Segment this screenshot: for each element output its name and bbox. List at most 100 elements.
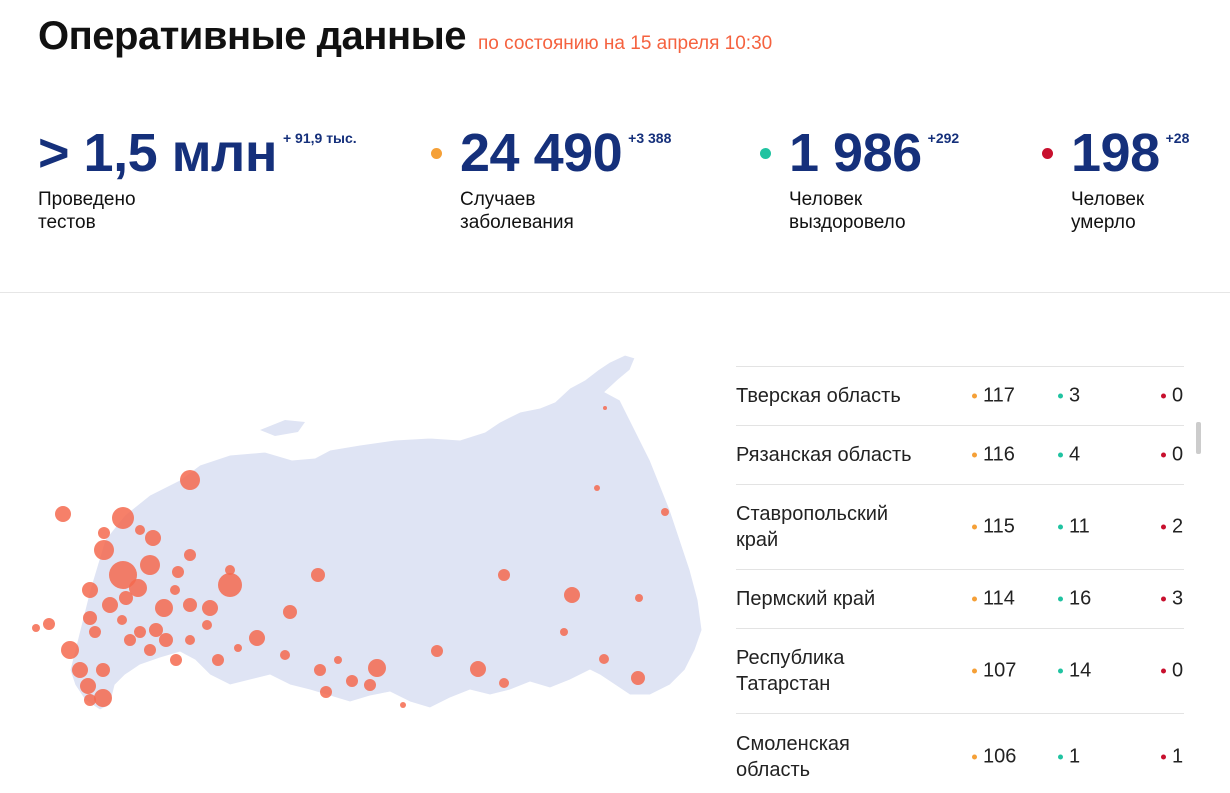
case-bubble[interactable]	[346, 675, 358, 687]
case-bubble[interactable]	[119, 591, 133, 605]
case-bubble[interactable]	[185, 635, 195, 645]
case-bubble[interactable]	[368, 659, 386, 677]
table-row[interactable]: Республика Татарстан 107 14 0	[736, 629, 1184, 714]
regions-table[interactable]: Тверская область 117 3 0 Рязанская облас…	[736, 366, 1184, 793]
case-bubble[interactable]	[218, 573, 242, 597]
cases-cell: 106	[972, 745, 1016, 768]
map-island-north	[260, 420, 305, 436]
case-bubble[interactable]	[96, 663, 110, 677]
case-bubble[interactable]	[202, 620, 212, 630]
stat-tests-delta: + 91,9 тыс.	[282, 130, 357, 146]
case-bubble[interactable]	[599, 654, 609, 664]
case-bubble[interactable]	[80, 678, 96, 694]
case-bubble[interactable]	[94, 540, 114, 560]
update-timestamp: по состоянию на 15 апреля 10:30	[478, 33, 773, 54]
stat-recovered-value: 1 986	[789, 123, 922, 183]
stat-recovered-delta: +292	[927, 130, 960, 146]
deaths-cell: 2	[1161, 516, 1183, 539]
case-bubble[interactable]	[564, 587, 580, 603]
case-bubble[interactable]	[631, 671, 645, 685]
case-bubble[interactable]	[124, 634, 136, 646]
case-bubble[interactable]	[431, 645, 443, 657]
case-bubble[interactable]	[498, 569, 510, 581]
case-bubble[interactable]	[170, 585, 180, 595]
recovered-cell: 3	[1058, 385, 1080, 408]
case-bubble[interactable]	[102, 597, 118, 613]
case-bubble[interactable]	[72, 662, 88, 678]
case-bubble[interactable]	[83, 611, 97, 625]
table-row[interactable]: Пермский край 114 16 3	[736, 570, 1184, 629]
table-row[interactable]: Рязанская область 116 4 0	[736, 426, 1184, 485]
deaths-cell: 0	[1161, 385, 1183, 408]
case-bubble[interactable]	[594, 485, 600, 491]
case-bubble[interactable]	[400, 702, 406, 708]
case-bubble[interactable]	[55, 506, 71, 522]
case-bubble[interactable]	[314, 664, 326, 676]
case-bubble[interactable]	[661, 508, 669, 516]
case-bubble[interactable]	[43, 618, 55, 630]
case-bubble[interactable]	[172, 566, 184, 578]
case-bubble[interactable]	[98, 527, 110, 539]
stat-cases-delta: +3 388	[628, 130, 672, 146]
case-bubble[interactable]	[170, 654, 182, 666]
map-island-east	[636, 460, 650, 508]
case-bubble[interactable]	[635, 594, 643, 602]
stat-tests-label: Проведено тестов	[38, 189, 136, 233]
table-row[interactable]: Тверская область 117 3 0	[736, 367, 1184, 426]
case-bubble[interactable]	[364, 679, 376, 691]
case-bubble[interactable]	[149, 623, 163, 637]
map-svg[interactable]	[30, 340, 710, 740]
recovered-cell: 1	[1058, 745, 1080, 768]
case-bubble[interactable]	[311, 568, 325, 582]
case-bubble[interactable]	[84, 694, 96, 706]
case-bubble[interactable]	[249, 630, 265, 646]
case-bubble[interactable]	[283, 605, 297, 619]
recovered-dot-icon	[760, 148, 771, 159]
cases-cell: 115	[972, 516, 1015, 539]
case-bubble[interactable]	[180, 470, 200, 490]
case-bubble[interactable]	[234, 644, 242, 652]
case-bubble[interactable]	[183, 598, 197, 612]
case-bubble[interactable]	[134, 626, 146, 638]
recovered-cell: 11	[1058, 516, 1090, 539]
map-land	[69, 354, 703, 711]
case-bubble[interactable]	[94, 689, 112, 707]
case-bubble[interactable]	[89, 626, 101, 638]
case-bubble[interactable]	[145, 530, 161, 546]
table-scrollbar[interactable]	[1196, 422, 1201, 454]
case-bubble[interactable]	[184, 549, 196, 561]
table-row[interactable]: Ставропольский край 115 11 2	[736, 485, 1184, 570]
case-bubble[interactable]	[320, 686, 332, 698]
case-bubble[interactable]	[32, 624, 40, 632]
case-bubble[interactable]	[61, 641, 79, 659]
stat-cases-value: 24 490	[460, 123, 623, 183]
case-bubble[interactable]	[470, 661, 486, 677]
russia-map[interactable]	[30, 340, 710, 740]
case-bubbles	[32, 406, 669, 708]
case-bubble[interactable]	[212, 654, 224, 666]
case-bubble[interactable]	[603, 406, 607, 410]
case-bubble[interactable]	[117, 615, 127, 625]
case-bubble[interactable]	[144, 644, 156, 656]
case-bubble[interactable]	[109, 561, 137, 589]
case-bubble[interactable]	[129, 579, 147, 597]
region-name: Смоленская область	[736, 732, 850, 781]
case-bubble[interactable]	[499, 678, 509, 688]
case-bubble[interactable]	[225, 565, 235, 575]
case-bubble[interactable]	[135, 525, 145, 535]
case-bubble[interactable]	[159, 633, 173, 647]
case-bubble[interactable]	[334, 656, 342, 664]
case-bubble[interactable]	[202, 600, 218, 616]
stat-deaths: 198 +28 Человек умерло	[1042, 122, 1189, 234]
case-bubble[interactable]	[112, 507, 134, 529]
stat-deaths-value: 198	[1071, 123, 1160, 183]
table-row[interactable]: Смоленская область 106 1 1	[736, 714, 1184, 793]
case-bubble[interactable]	[155, 599, 173, 617]
case-bubble[interactable]	[280, 650, 290, 660]
case-bubble[interactable]	[560, 628, 568, 636]
case-bubble[interactable]	[140, 555, 160, 575]
stat-tests: > 1,5 млн + 91,9 тыс. Проведено тестов	[38, 122, 357, 234]
region-name: Ставропольский край	[736, 503, 889, 551]
case-bubble[interactable]	[82, 582, 98, 598]
region-name: Рязанская область	[736, 444, 912, 466]
